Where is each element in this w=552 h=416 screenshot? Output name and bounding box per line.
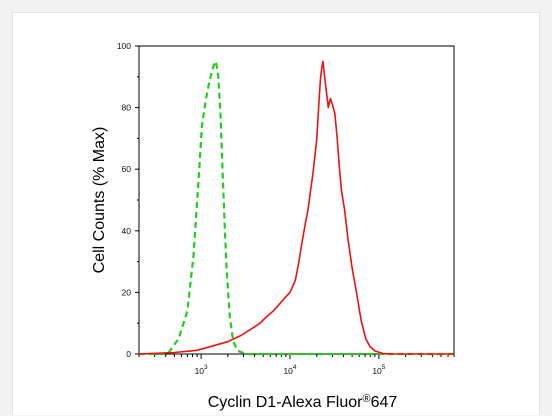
figure-frame: 0 20 40 60 80 100 103 104 105 Cell Counts (% Ma…	[12, 12, 540, 415]
x-axis-title: Cyclin D1-Alexa Fluor®647	[208, 393, 398, 411]
x-axis: 103 104 105	[138, 354, 455, 376]
y-tick-label: 0	[126, 349, 131, 359]
y-tick-label: 20	[122, 287, 132, 297]
histogram-chart: 0 20 40 60 80 100 103 104 105 Cell Counts (% Ma…	[91, 41, 455, 411]
x-tick-label: 104	[283, 364, 296, 376]
y-axis: 0 20 40 60 80 100	[117, 41, 139, 359]
y-tick-label: 100	[117, 41, 131, 51]
control-histogram-line	[139, 60, 454, 356]
y-tick-label: 60	[122, 164, 132, 174]
y-tick-label: 80	[122, 103, 132, 113]
registered-mark: ®	[362, 393, 370, 405]
plot-border	[138, 45, 455, 355]
x-axis-title-main: Cyclin D1-Alexa Fluor	[208, 394, 363, 411]
plot-area: 0 20 40 60 80 100 103 104 105	[117, 41, 455, 376]
x-axis-title-suffix: 647	[371, 394, 398, 411]
x-tick-label: 105	[372, 364, 385, 376]
y-axis-title: Cell Counts (% Max)	[91, 127, 108, 274]
series-layer	[138, 60, 454, 356]
y-tick-label: 40	[122, 226, 132, 236]
x-tick-label: 103	[195, 364, 208, 376]
stained-histogram-line	[138, 60, 454, 355]
